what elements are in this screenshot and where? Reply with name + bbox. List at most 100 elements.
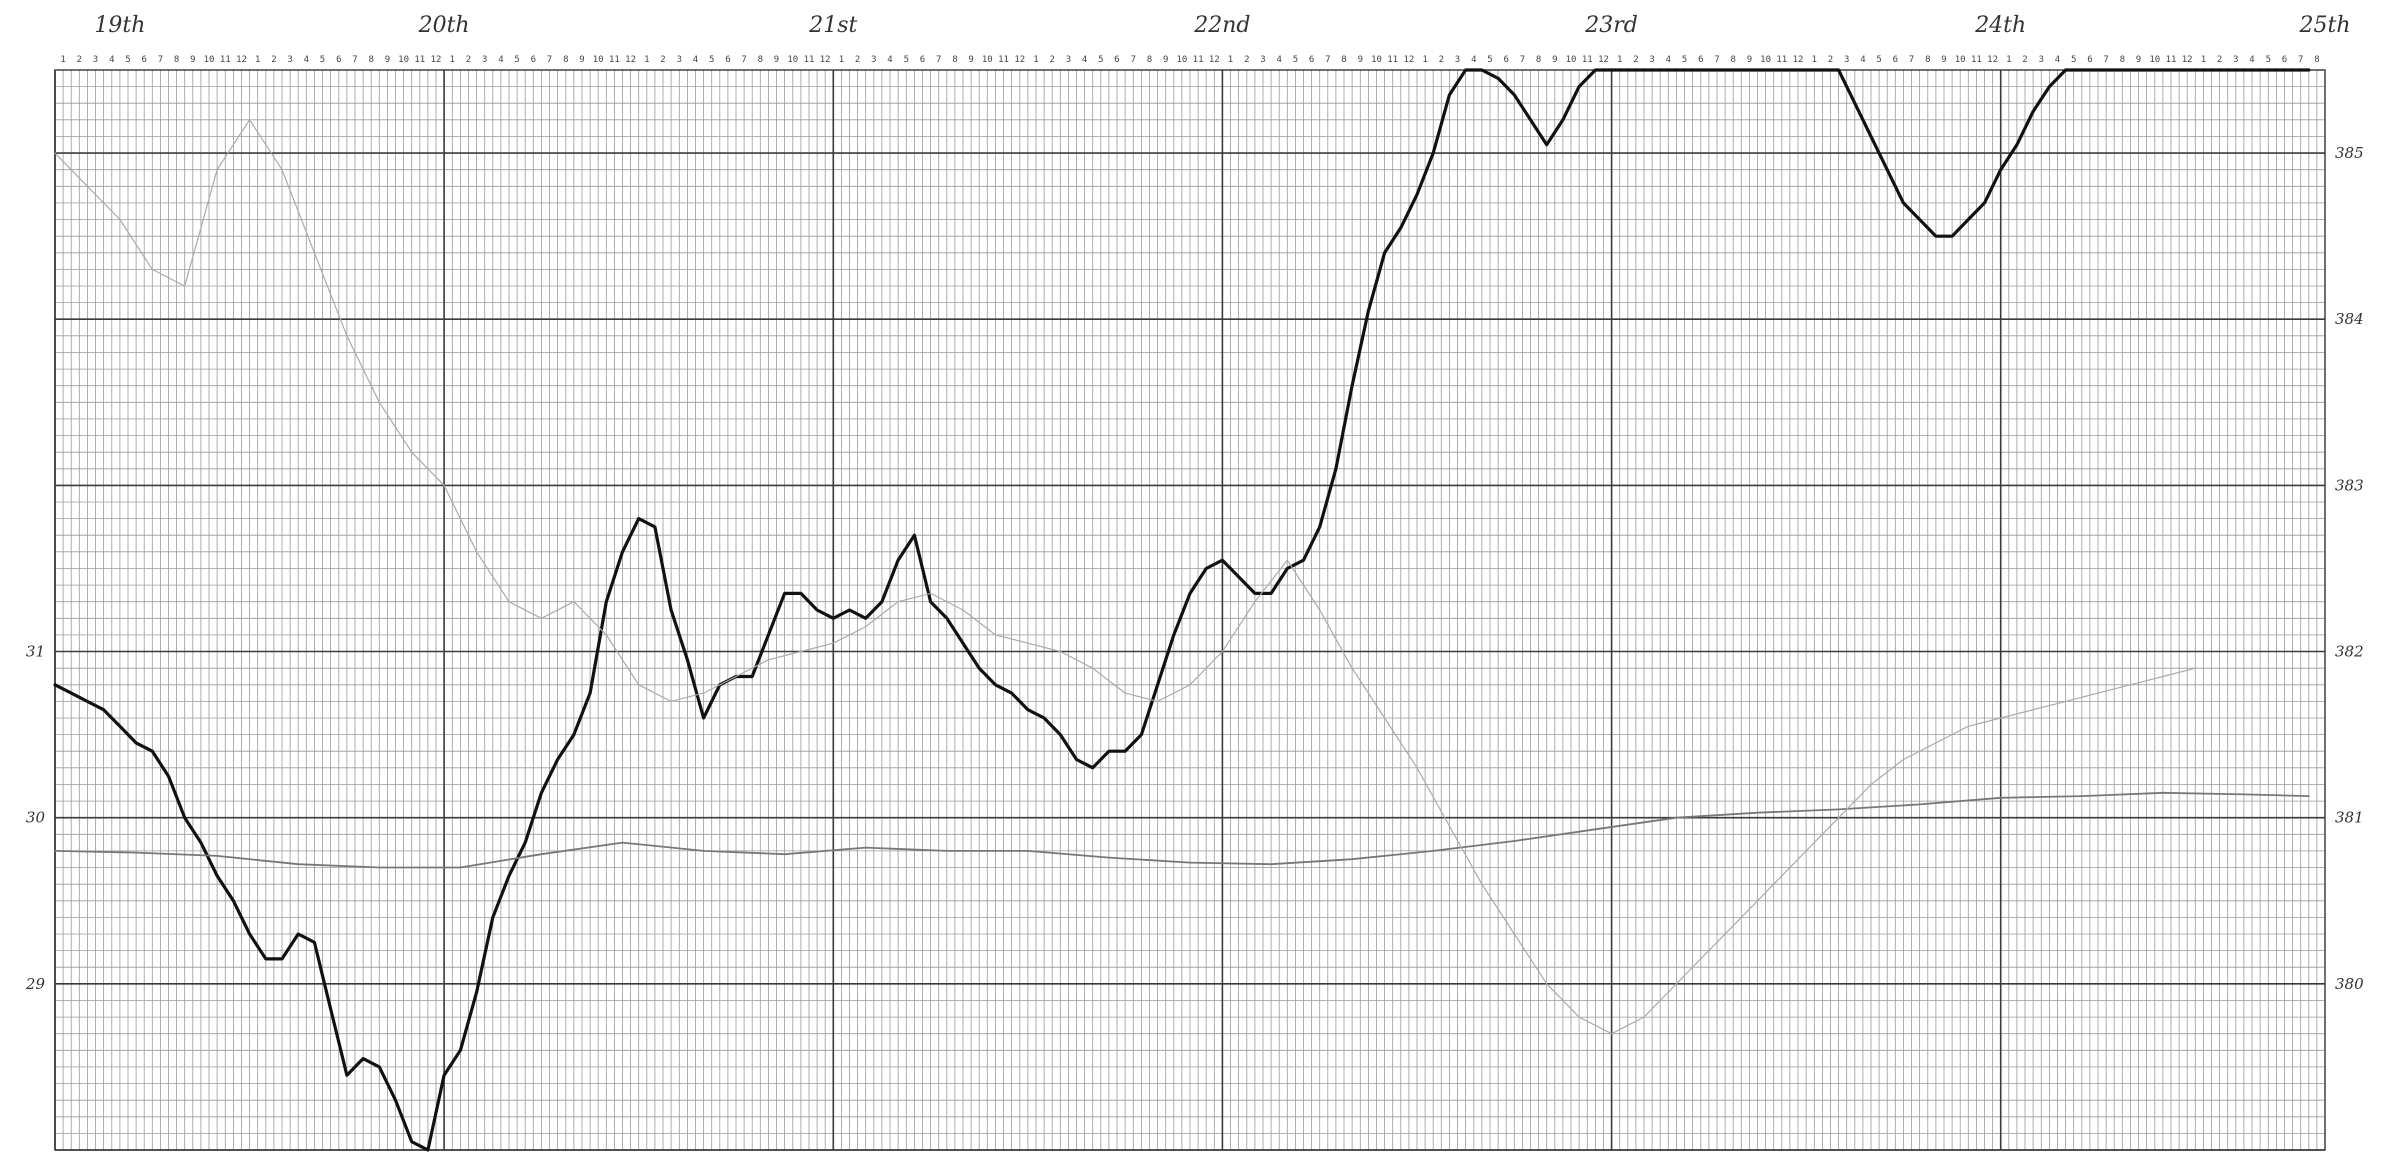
hour-tick-label: 1 (60, 55, 65, 65)
hour-tick-label: 1 (255, 55, 260, 65)
hour-tick-label: 6 (531, 55, 536, 65)
hour-tick-label: 9 (385, 55, 390, 65)
day-label: 19th (94, 13, 145, 38)
hour-tick-label: 8 (174, 55, 179, 65)
hour-tick-label: 1 (1228, 55, 1233, 65)
hour-tick-label: 9 (1941, 55, 1946, 65)
hour-tick-label: 6 (1893, 55, 1898, 65)
hour-tick-label: 5 (2071, 55, 2076, 65)
right-tick-label: 385 (2335, 144, 2364, 162)
hour-tick-label: 3 (871, 55, 876, 65)
hour-tick-label: 4 (1276, 55, 1281, 65)
series-line-faint (54, 119, 2196, 1035)
hour-tick-label: 2 (271, 55, 276, 65)
hour-tick-label: 8 (1730, 55, 1735, 65)
hour-tick-label: 9 (190, 55, 195, 65)
right-tick-label: 383 (2335, 476, 2364, 494)
series-line-main (53, 68, 2311, 1152)
hour-tick-label: 1 (2006, 55, 2011, 65)
hour-tick-label: 12 (236, 55, 247, 65)
hour-tick-label: 8 (2314, 55, 2319, 65)
hour-tick-label: 3 (482, 55, 487, 65)
hour-tick-labels: 1 2 3 4 5 6 7 8 9 10 11 12 1 2 3 4 5 6 7 8 9 10 11 12 1 2 3 4 5 6 7 8 9 1… (60, 55, 2319, 65)
hour-tick-label: 9 (1358, 55, 1363, 65)
hour-tick-label: 7 (741, 55, 746, 65)
hour-tick-label: 1 (839, 55, 844, 65)
hour-tick-label: 6 (2087, 55, 2092, 65)
hour-tick-label: 10 (1176, 55, 1187, 65)
hour-tick-label: 7 (1909, 55, 1914, 65)
left-tick-label: 31 (26, 643, 45, 661)
hour-tick-label: 2 (1828, 55, 1833, 65)
hour-tick-label: 7 (1714, 55, 1719, 65)
hour-tick-label: 7 (547, 55, 552, 65)
day-label: 25th (2298, 13, 2350, 38)
hour-tick-label: 8 (1147, 55, 1152, 65)
hour-tick-label: 5 (1682, 55, 1687, 65)
plot-frame (54, 69, 2326, 1151)
hour-tick-label: 8 (563, 55, 568, 65)
hour-tick-label: 12 (2182, 55, 2193, 65)
hour-tick-label: 1 (1422, 55, 1427, 65)
hour-tick-label: 12 (820, 55, 831, 65)
hour-tick-label: 7 (1520, 55, 1525, 65)
hour-tick-label: 5 (320, 55, 325, 65)
hour-tick-label: 10 (1955, 55, 1966, 65)
hour-tick-label: 2 (660, 55, 665, 65)
minor-gridlines (55, 69, 2326, 1150)
hour-tick-label: 11 (1193, 55, 1204, 65)
hour-tick-label: 2 (1244, 55, 1249, 65)
hour-tick-label: 7 (936, 55, 941, 65)
hour-tick-label: 2 (855, 55, 860, 65)
hour-tick-label: 12 (1987, 55, 1998, 65)
hour-tick-label: 10 (2149, 55, 2160, 65)
hour-tick-label: 7 (2298, 55, 2303, 65)
hour-tick-label: 1 (1812, 55, 1817, 65)
hour-tick-label: 12 (625, 55, 636, 65)
hour-tick-label: 5 (904, 55, 909, 65)
right-tick-label: 380 (2335, 975, 2364, 993)
hour-tick-label: 1 (644, 55, 649, 65)
series-layer (53, 68, 2311, 1152)
hour-tick-label: 11 (998, 55, 1009, 65)
series-line-baseline (54, 791, 2310, 869)
hour-tick-label: 5 (1098, 55, 1103, 65)
hour-tick-label: 3 (1649, 55, 1654, 65)
hour-tick-label: 8 (2120, 55, 2125, 65)
hour-tick-label: 6 (141, 55, 146, 65)
left-tick-label: 30 (26, 809, 46, 827)
hour-tick-label: 11 (1582, 55, 1593, 65)
hour-tick-label: 8 (758, 55, 763, 65)
hour-tick-label: 3 (2233, 55, 2238, 65)
hour-tick-label: 6 (1503, 55, 1508, 65)
hour-tick-label: 3 (287, 55, 292, 65)
hour-tick-label: 6 (920, 55, 925, 65)
hour-tick-label: 5 (2266, 55, 2271, 65)
hour-tick-label: 8 (1925, 55, 1930, 65)
hour-tick-label: 7 (352, 55, 357, 65)
hour-tick-label: 10 (1760, 55, 1771, 65)
hour-tick-label: 4 (2055, 55, 2060, 65)
hour-tick-label: 8 (1341, 55, 1346, 65)
day-label: 20th (418, 13, 470, 38)
hour-tick-label: 8 (368, 55, 373, 65)
hour-tick-label: 7 (1325, 55, 1330, 65)
hour-tick-label: 7 (1131, 55, 1136, 65)
hour-tick-label: 6 (1698, 55, 1703, 65)
hour-tick-label: 3 (93, 55, 98, 65)
hour-tick-label: 9 (2136, 55, 2141, 65)
hour-tick-label: 12 (1209, 55, 1220, 65)
hour-tick-label: 12 (1014, 55, 1025, 65)
hour-tick-label: 4 (1860, 55, 1865, 65)
hour-tick-label: 7 (158, 55, 163, 65)
hour-tick-label: 4 (498, 55, 503, 65)
hour-tick-label: 9 (1747, 55, 1752, 65)
hour-tick-label: 1 (1033, 55, 1038, 65)
hour-tick-label: 12 (1793, 55, 1804, 65)
hour-tick-label: 11 (1776, 55, 1787, 65)
hour-tick-label: 10 (982, 55, 993, 65)
hour-tick-label: 11 (609, 55, 620, 65)
hour-tick-label: 4 (887, 55, 892, 65)
hour-tick-label: 11 (1971, 55, 1982, 65)
